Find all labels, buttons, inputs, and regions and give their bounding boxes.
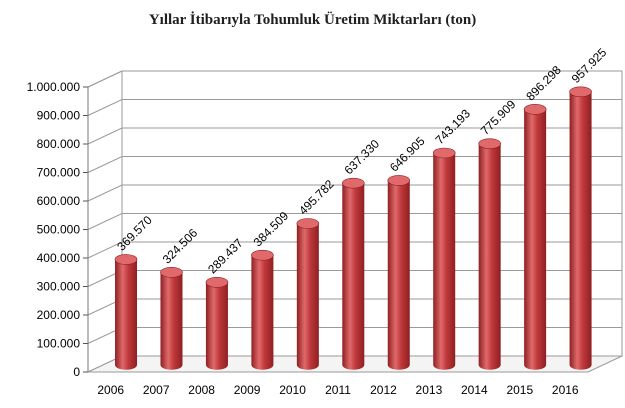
y-tick-label: 900.000 (37, 109, 81, 123)
x-tick-label: 2010 (279, 383, 306, 397)
bar-top (523, 104, 547, 115)
bar (205, 282, 228, 370)
bar (569, 91, 592, 370)
gridline (87, 156, 622, 173)
x-tick-label: 2016 (552, 383, 579, 397)
bar-top (341, 177, 365, 189)
y-tick-label: 400.000 (37, 251, 81, 265)
bar-top (432, 147, 456, 159)
bar (478, 143, 501, 370)
x-tick-label: 2015 (506, 383, 533, 397)
x-tick-label: 2006 (97, 383, 124, 397)
gridline (87, 213, 622, 230)
bar-top (478, 138, 501, 149)
gridline (87, 70, 622, 88)
x-tick-label: 2011 (325, 383, 351, 397)
y-tick-label: 600.000 (37, 194, 81, 208)
bar-top (569, 86, 592, 98)
x-tick-label: 2007 (143, 383, 170, 397)
bar-top (251, 249, 274, 261)
x-tick-label: 2013 (416, 383, 443, 397)
x-tick-label: 2009 (234, 383, 261, 397)
bar-top (387, 175, 411, 186)
gridline (87, 99, 622, 116)
y-tick-label: 700.000 (37, 166, 81, 180)
bar (524, 109, 547, 370)
chart-title: Yıllar İtibarıyla Tohumluk Üretim Miktar… (148, 12, 477, 28)
x-tick-label: 2008 (188, 383, 215, 397)
bar-top (160, 267, 183, 278)
bar (251, 255, 274, 370)
bar-top (296, 218, 320, 229)
gridline (87, 184, 622, 202)
bar (342, 183, 365, 370)
y-tick-label: 800.000 (37, 137, 81, 151)
y-tick-label: 1.000.000 (27, 80, 81, 94)
y-tick-label: 0 (73, 365, 80, 379)
y-tick-label: 500.000 (37, 223, 81, 237)
bar (115, 259, 138, 370)
x-tick-label: 2012 (370, 383, 397, 397)
y-tick-label: 200.000 (37, 308, 81, 322)
bar-top (205, 277, 229, 288)
bar (433, 152, 456, 370)
bar-top (114, 254, 138, 265)
y-tick-label: 100.000 (37, 337, 81, 351)
bar (296, 223, 319, 370)
x-tick-label: 2014 (461, 383, 488, 397)
gridline (87, 241, 622, 259)
y-tick-label: 300.000 (37, 280, 81, 294)
bar (160, 272, 183, 370)
gridline (87, 127, 622, 145)
bar (387, 180, 410, 370)
